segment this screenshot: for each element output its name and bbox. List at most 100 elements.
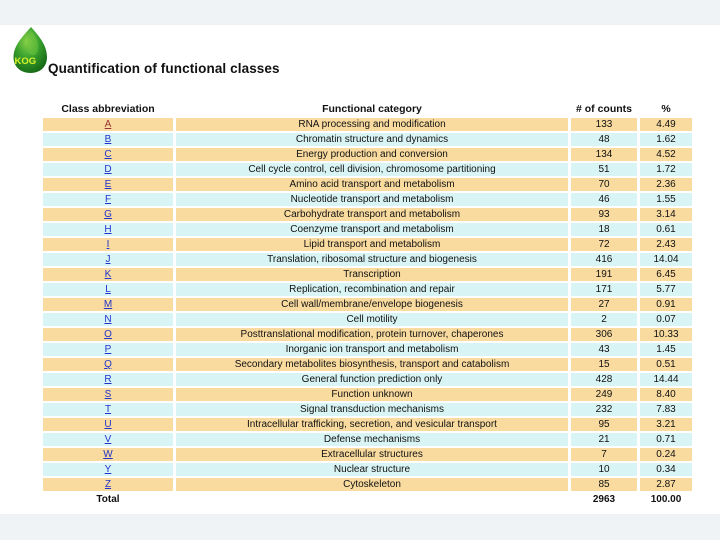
class-cell: O bbox=[43, 328, 173, 341]
counts-cell: 7 bbox=[571, 448, 637, 461]
table-row: F Nucleotide transport and metabolism 46… bbox=[43, 193, 692, 206]
class-abbreviation-link[interactable]: E bbox=[104, 179, 112, 190]
table-row: O Posttranslational modification, protei… bbox=[43, 328, 692, 341]
percent-cell: 0.91 bbox=[640, 298, 692, 311]
counts-cell: 232 bbox=[571, 403, 637, 416]
category-cell: Replication, recombination and repair bbox=[176, 283, 568, 296]
table-row: D Cell cycle control, cell division, chr… bbox=[43, 163, 692, 176]
counts-cell: 43 bbox=[571, 343, 637, 356]
table-row: G Carbohydrate transport and metabolism … bbox=[43, 208, 692, 221]
total-spacer bbox=[176, 493, 568, 506]
class-abbreviation-link[interactable]: I bbox=[106, 239, 110, 250]
table-row: H Coenzyme transport and metabolism 18 0… bbox=[43, 223, 692, 236]
percent-cell: 1.55 bbox=[640, 193, 692, 206]
category-cell: RNA processing and modification bbox=[176, 118, 568, 131]
category-cell: Nucleotide transport and metabolism bbox=[176, 193, 568, 206]
percent-cell: 6.45 bbox=[640, 268, 692, 281]
class-abbreviation-link[interactable]: Y bbox=[104, 464, 112, 475]
class-cell: H bbox=[43, 223, 173, 236]
class-cell: Z bbox=[43, 478, 173, 491]
class-cell: J bbox=[43, 253, 173, 266]
category-cell: Defense mechanisms bbox=[176, 433, 568, 446]
class-cell: C bbox=[43, 148, 173, 161]
category-cell: Amino acid transport and metabolism bbox=[176, 178, 568, 191]
class-cell: R bbox=[43, 373, 173, 386]
counts-cell: 249 bbox=[571, 388, 637, 401]
col-header-percent: % bbox=[661, 103, 671, 115]
table-row: Z Cytoskeleton 85 2.87 bbox=[43, 478, 692, 491]
class-abbreviation-link[interactable]: K bbox=[104, 269, 112, 280]
percent-cell: 7.83 bbox=[640, 403, 692, 416]
class-cell: T bbox=[43, 403, 173, 416]
percent-cell: 1.45 bbox=[640, 343, 692, 356]
class-cell: U bbox=[43, 418, 173, 431]
table-row: J Translation, ribosomal structure and b… bbox=[43, 253, 692, 266]
table-row: S Function unknown 249 8.40 bbox=[43, 388, 692, 401]
class-abbreviation-link[interactable]: B bbox=[104, 134, 112, 145]
counts-cell: 191 bbox=[571, 268, 637, 281]
total-row: Total 2963 100.00 bbox=[43, 493, 692, 506]
class-cell: W bbox=[43, 448, 173, 461]
percent-cell: 0.34 bbox=[640, 463, 692, 476]
percent-cell: 1.72 bbox=[640, 163, 692, 176]
class-abbreviation-link[interactable]: V bbox=[104, 434, 112, 445]
percent-cell: 8.40 bbox=[640, 388, 692, 401]
table-row: K Transcription 191 6.45 bbox=[43, 268, 692, 281]
col-header-class-abbreviation: Class abbreviation bbox=[61, 103, 155, 115]
class-cell: Q bbox=[43, 358, 173, 371]
class-cell: N bbox=[43, 313, 173, 326]
class-abbreviation-link[interactable]: P bbox=[104, 344, 112, 355]
counts-cell: 306 bbox=[571, 328, 637, 341]
kog-logo-text: KOG bbox=[15, 56, 37, 67]
category-cell: Function unknown bbox=[176, 388, 568, 401]
total-counts: 2963 bbox=[592, 494, 616, 505]
col-header-functional-category: Functional category bbox=[322, 103, 422, 115]
class-abbreviation-link[interactable]: J bbox=[105, 254, 111, 265]
class-abbreviation-link[interactable]: L bbox=[105, 284, 111, 295]
counts-cell: 133 bbox=[571, 118, 637, 131]
category-cell: Cell motility bbox=[176, 313, 568, 326]
class-abbreviation-link[interactable]: W bbox=[103, 449, 113, 460]
class-abbreviation-link[interactable]: C bbox=[104, 149, 112, 160]
counts-cell: 51 bbox=[571, 163, 637, 176]
class-abbreviation-link[interactable]: G bbox=[104, 209, 112, 220]
category-cell: Energy production and conversion bbox=[176, 148, 568, 161]
counts-cell: 48 bbox=[571, 133, 637, 146]
category-cell: Posttranslational modification, protein … bbox=[176, 328, 568, 341]
counts-cell: 27 bbox=[571, 298, 637, 311]
percent-cell: 0.51 bbox=[640, 358, 692, 371]
class-cell: Y bbox=[43, 463, 173, 476]
counts-cell: 428 bbox=[571, 373, 637, 386]
class-abbreviation-link[interactable]: D bbox=[104, 164, 112, 175]
class-cell: M bbox=[43, 298, 173, 311]
category-cell: Signal transduction mechanisms bbox=[176, 403, 568, 416]
table-body: A RNA processing and modification 133 4.… bbox=[43, 118, 692, 491]
class-abbreviation-link[interactable]: S bbox=[104, 389, 112, 400]
percent-cell: 3.21 bbox=[640, 418, 692, 431]
category-cell: Chromatin structure and dynamics bbox=[176, 133, 568, 146]
percent-cell: 2.87 bbox=[640, 478, 692, 491]
class-abbreviation-link[interactable]: A bbox=[104, 119, 112, 130]
class-abbreviation-link[interactable]: Z bbox=[104, 479, 112, 490]
class-abbreviation-link[interactable]: F bbox=[104, 194, 112, 205]
table-row: Q Secondary metabolites biosynthesis, tr… bbox=[43, 358, 692, 371]
class-abbreviation-link[interactable]: M bbox=[103, 299, 113, 310]
counts-cell: 95 bbox=[571, 418, 637, 431]
class-abbreviation-link[interactable]: T bbox=[104, 404, 112, 415]
class-abbreviation-link[interactable]: Q bbox=[104, 359, 112, 370]
total-percent: 100.00 bbox=[650, 494, 682, 505]
class-abbreviation-link[interactable]: H bbox=[104, 224, 112, 235]
percent-cell: 1.62 bbox=[640, 133, 692, 146]
counts-cell: 416 bbox=[571, 253, 637, 266]
percent-cell: 0.61 bbox=[640, 223, 692, 236]
top-band bbox=[0, 0, 720, 25]
class-abbreviation-link[interactable]: R bbox=[104, 374, 112, 385]
class-abbreviation-link[interactable]: O bbox=[104, 329, 112, 340]
table-row: P Inorganic ion transport and metabolism… bbox=[43, 343, 692, 356]
class-abbreviation-link[interactable]: U bbox=[104, 419, 112, 430]
table-row: T Signal transduction mechanisms 232 7.8… bbox=[43, 403, 692, 416]
counts-cell: 85 bbox=[571, 478, 637, 491]
category-cell: General function prediction only bbox=[176, 373, 568, 386]
class-cell: F bbox=[43, 193, 173, 206]
class-abbreviation-link[interactable]: N bbox=[104, 314, 112, 325]
